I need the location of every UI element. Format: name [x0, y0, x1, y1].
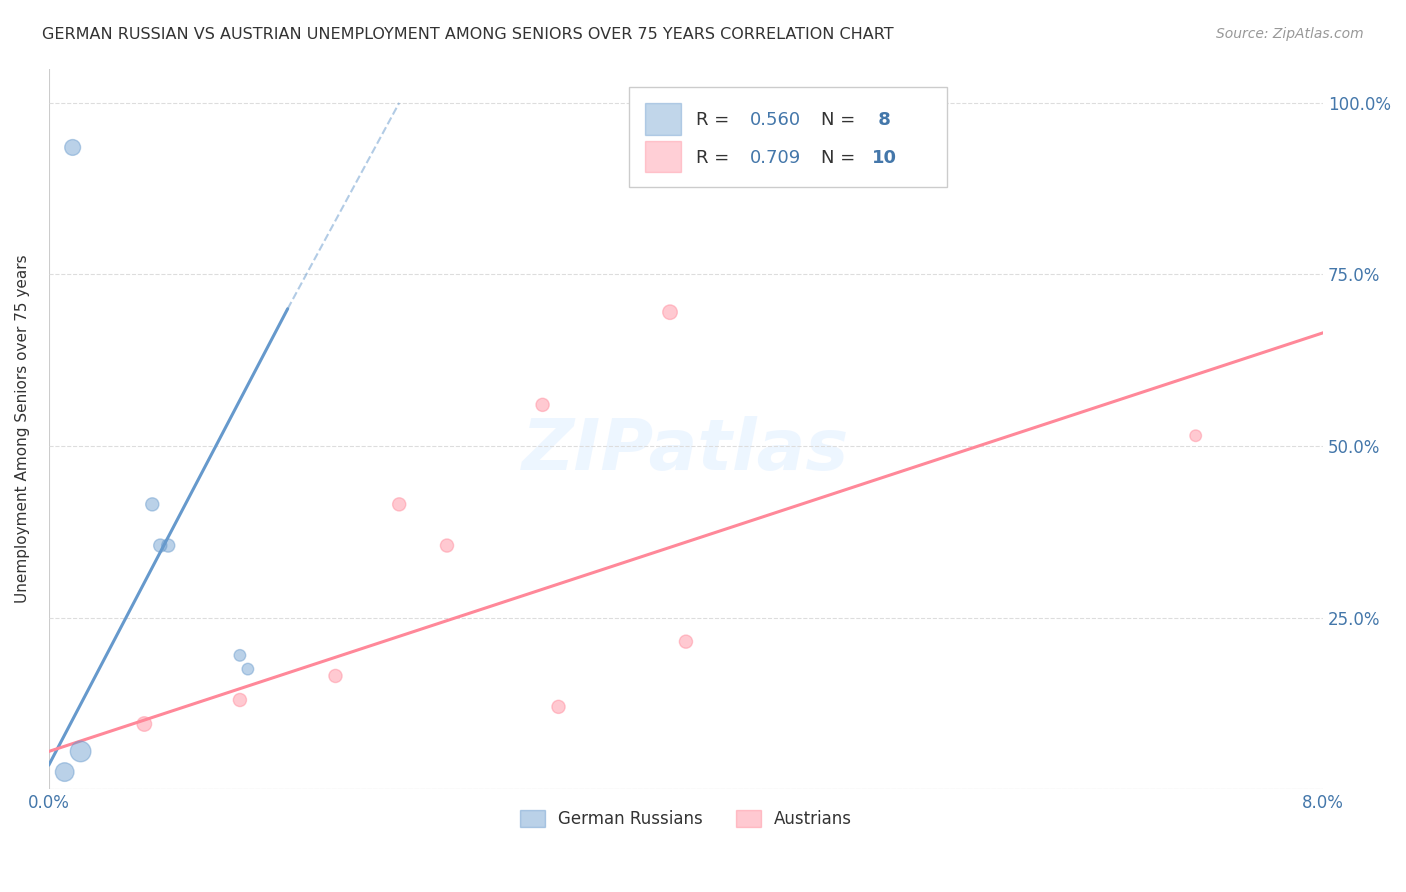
FancyBboxPatch shape: [645, 103, 681, 135]
Point: [1184, 428, 1206, 442]
Text: 0.709: 0.709: [749, 149, 801, 167]
Text: 8: 8: [872, 112, 891, 129]
Text: R =: R =: [696, 112, 735, 129]
Point: [547, 699, 569, 714]
Point: [149, 539, 172, 553]
FancyBboxPatch shape: [628, 87, 948, 187]
Text: 0.560: 0.560: [749, 112, 801, 129]
Point: [157, 539, 180, 553]
Text: GERMAN RUSSIAN VS AUSTRIAN UNEMPLOYMENT AMONG SENIORS OVER 75 YEARS CORRELATION : GERMAN RUSSIAN VS AUSTRIAN UNEMPLOYMENT …: [42, 27, 894, 42]
Point: [134, 717, 156, 731]
Text: N =: N =: [821, 112, 860, 129]
Point: [229, 648, 252, 663]
FancyBboxPatch shape: [645, 141, 681, 172]
Point: [53, 765, 76, 780]
Legend: German Russians, Austrians: German Russians, Austrians: [513, 804, 859, 835]
Point: [531, 398, 554, 412]
Y-axis label: Unemployment Among Seniors over 75 years: Unemployment Among Seniors over 75 years: [15, 254, 30, 603]
Text: 10: 10: [872, 149, 897, 167]
Point: [62, 140, 84, 154]
Point: [388, 497, 411, 511]
Point: [325, 669, 347, 683]
Point: [436, 539, 458, 553]
Point: [69, 744, 91, 758]
Point: [675, 634, 697, 648]
Point: [236, 662, 259, 676]
Text: R =: R =: [696, 149, 735, 167]
Text: ZIPatlas: ZIPatlas: [522, 416, 849, 485]
Point: [141, 497, 163, 511]
Point: [659, 305, 682, 319]
Text: N =: N =: [821, 149, 860, 167]
Text: Source: ZipAtlas.com: Source: ZipAtlas.com: [1216, 27, 1364, 41]
Point: [229, 693, 252, 707]
